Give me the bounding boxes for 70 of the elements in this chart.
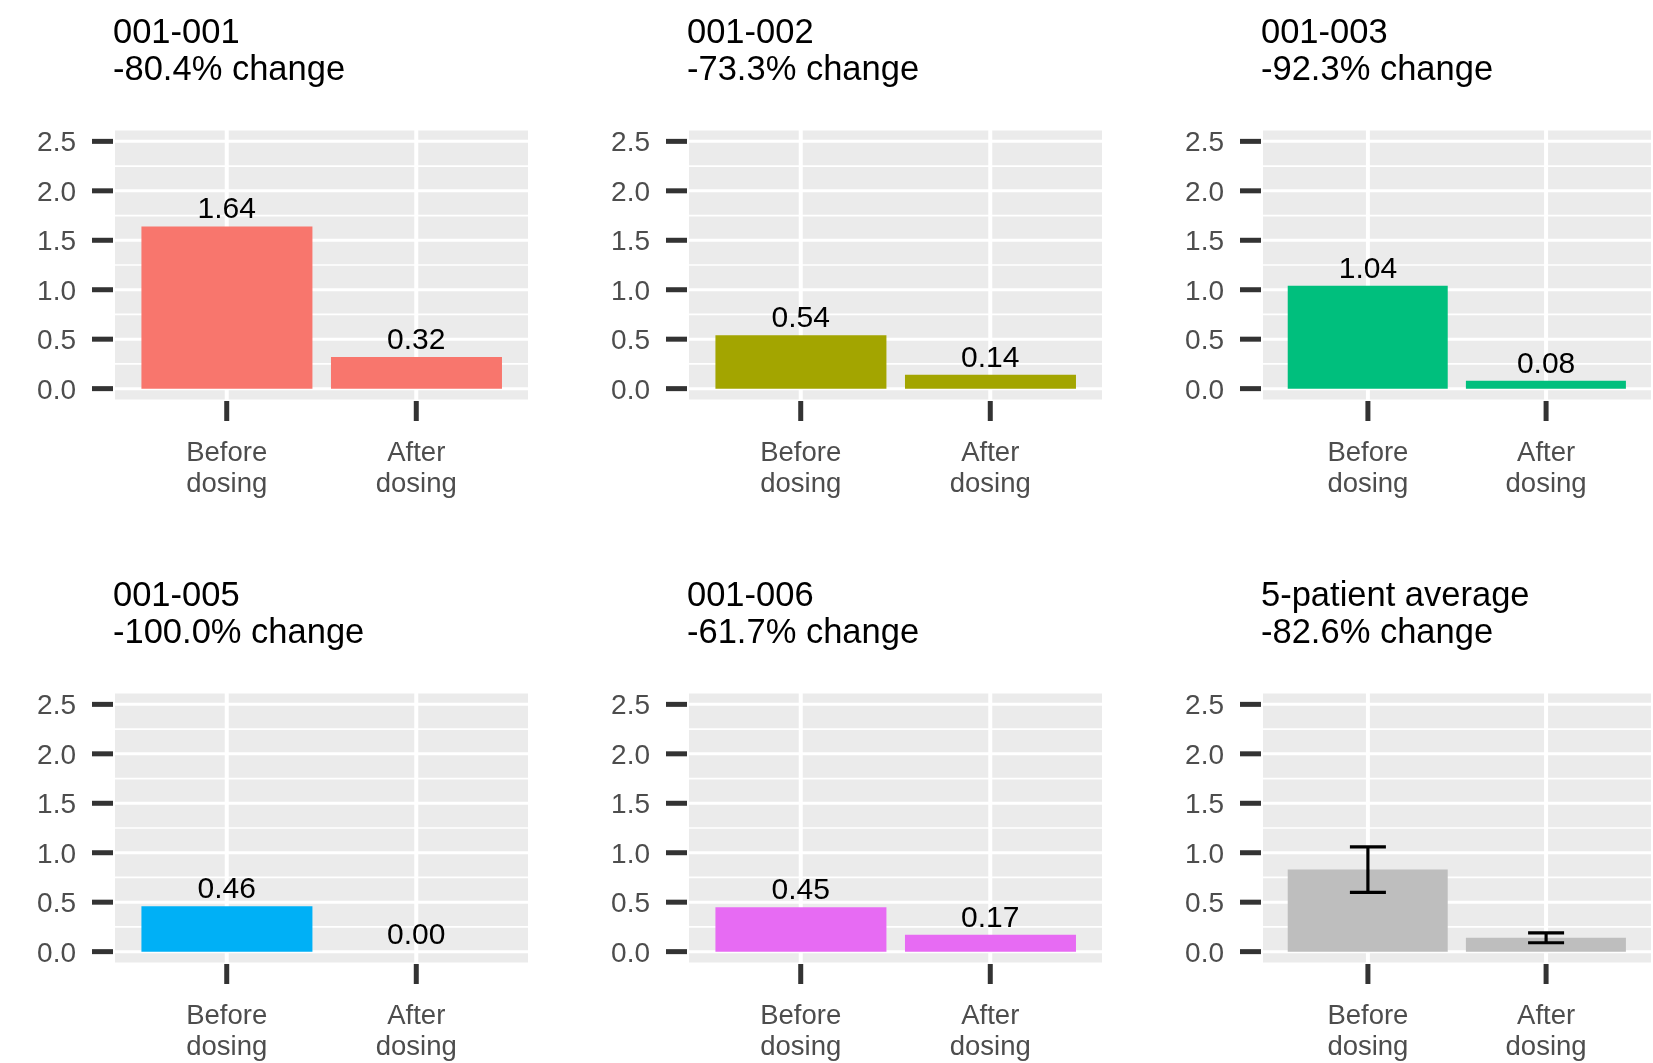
y-tick-label: 0.0 xyxy=(37,373,76,405)
y-tick-label: 1.0 xyxy=(37,837,76,869)
x-tick-label: Before dosing xyxy=(186,435,268,498)
y-tick-label: 2.0 xyxy=(611,738,650,770)
chart-title: 001-003 xyxy=(1261,12,1389,50)
y-tick-label: 1.5 xyxy=(611,788,650,820)
y-tick-label: 0.0 xyxy=(1185,373,1224,405)
y-tick-label: 0.0 xyxy=(37,936,76,968)
y-tick-label: 1.5 xyxy=(37,788,76,820)
y-tick-label: 1.0 xyxy=(1185,837,1224,869)
y-tick-label: 0.5 xyxy=(37,887,76,919)
data-label: 0.17 xyxy=(961,899,1020,933)
y-tick-label: 2.5 xyxy=(1185,126,1224,158)
y-tick-label: 2.0 xyxy=(1185,738,1224,770)
chart-subtitle: -100.0% change xyxy=(113,612,365,650)
chart-title: 5-patient average xyxy=(1261,575,1530,613)
data-label: 1.64 xyxy=(197,191,256,225)
y-tick-label: 2.5 xyxy=(37,126,76,158)
y-tick-label: 2.0 xyxy=(37,175,76,207)
chart-subtitle: -73.3% change xyxy=(687,49,920,87)
y-tick-label: 0.5 xyxy=(37,324,76,356)
x-tick-label: Before dosing xyxy=(760,435,842,498)
y-tick-label: 1.0 xyxy=(611,274,650,306)
chart-title: 001-006 xyxy=(687,575,815,613)
chart-subtitle: -92.3% change xyxy=(1261,49,1494,87)
y-tick-label: 2.5 xyxy=(611,689,650,721)
y-tick-label: 2.5 xyxy=(1185,689,1224,721)
y-tick-label: 2.0 xyxy=(611,175,650,207)
y-tick-label: 0.5 xyxy=(1185,324,1224,356)
chart-title: 001-001 xyxy=(113,12,241,50)
y-tick-label: 1.0 xyxy=(611,837,650,869)
x-tick-label: After dosing xyxy=(949,998,1031,1061)
y-tick-label: 2.5 xyxy=(37,689,76,721)
y-tick-label: 2.0 xyxy=(1185,175,1224,207)
x-tick-label: After dosing xyxy=(1505,435,1587,498)
data-label: 0.32 xyxy=(387,321,446,355)
x-tick-label: Before dosing xyxy=(760,998,842,1061)
y-tick-label: 0.0 xyxy=(611,373,650,405)
y-tick-label: 0.5 xyxy=(611,887,650,919)
y-tick-label: 2.5 xyxy=(611,126,650,158)
chart-subtitle: -82.6% change xyxy=(1261,612,1494,650)
y-tick-label: 2.0 xyxy=(37,738,76,770)
chart-title: 001-002 xyxy=(687,12,815,50)
data-label: 0.14 xyxy=(961,339,1020,373)
y-tick-label: 1.0 xyxy=(37,274,76,306)
y-tick-label: 1.5 xyxy=(1185,788,1224,820)
data-label: 0.08 xyxy=(1516,345,1576,379)
data-label: 0.00 xyxy=(387,916,446,950)
y-tick-label: 1.0 xyxy=(1185,274,1224,306)
y-tick-label: 1.5 xyxy=(37,225,76,257)
data-label: 0.45 xyxy=(771,872,830,906)
chart-subtitle: -80.4% change xyxy=(113,49,346,87)
y-tick-label: 0.5 xyxy=(611,324,650,356)
x-tick-label: After dosing xyxy=(375,998,457,1061)
x-tick-label: After dosing xyxy=(375,435,457,498)
y-tick-label: 0.0 xyxy=(611,936,650,968)
x-tick-label: After dosing xyxy=(1505,998,1587,1061)
data-label: 0.46 xyxy=(197,871,256,905)
y-tick-label: 1.5 xyxy=(611,225,650,257)
chart-subtitle: -61.7% change xyxy=(687,612,920,650)
y-tick-label: 0.0 xyxy=(1185,936,1224,968)
chart-title: 001-005 xyxy=(113,575,241,613)
y-tick-label: 0.5 xyxy=(1185,887,1224,919)
data-label: 1.04 xyxy=(1338,250,1398,284)
x-tick-label: After dosing xyxy=(949,435,1031,498)
x-tick-label: Before dosing xyxy=(186,998,268,1061)
x-tick-label: Before dosing xyxy=(1327,998,1409,1061)
x-tick-label: Before dosing xyxy=(1327,435,1409,498)
data-label: 0.54 xyxy=(771,300,830,334)
y-tick-label: 1.5 xyxy=(1185,225,1224,257)
